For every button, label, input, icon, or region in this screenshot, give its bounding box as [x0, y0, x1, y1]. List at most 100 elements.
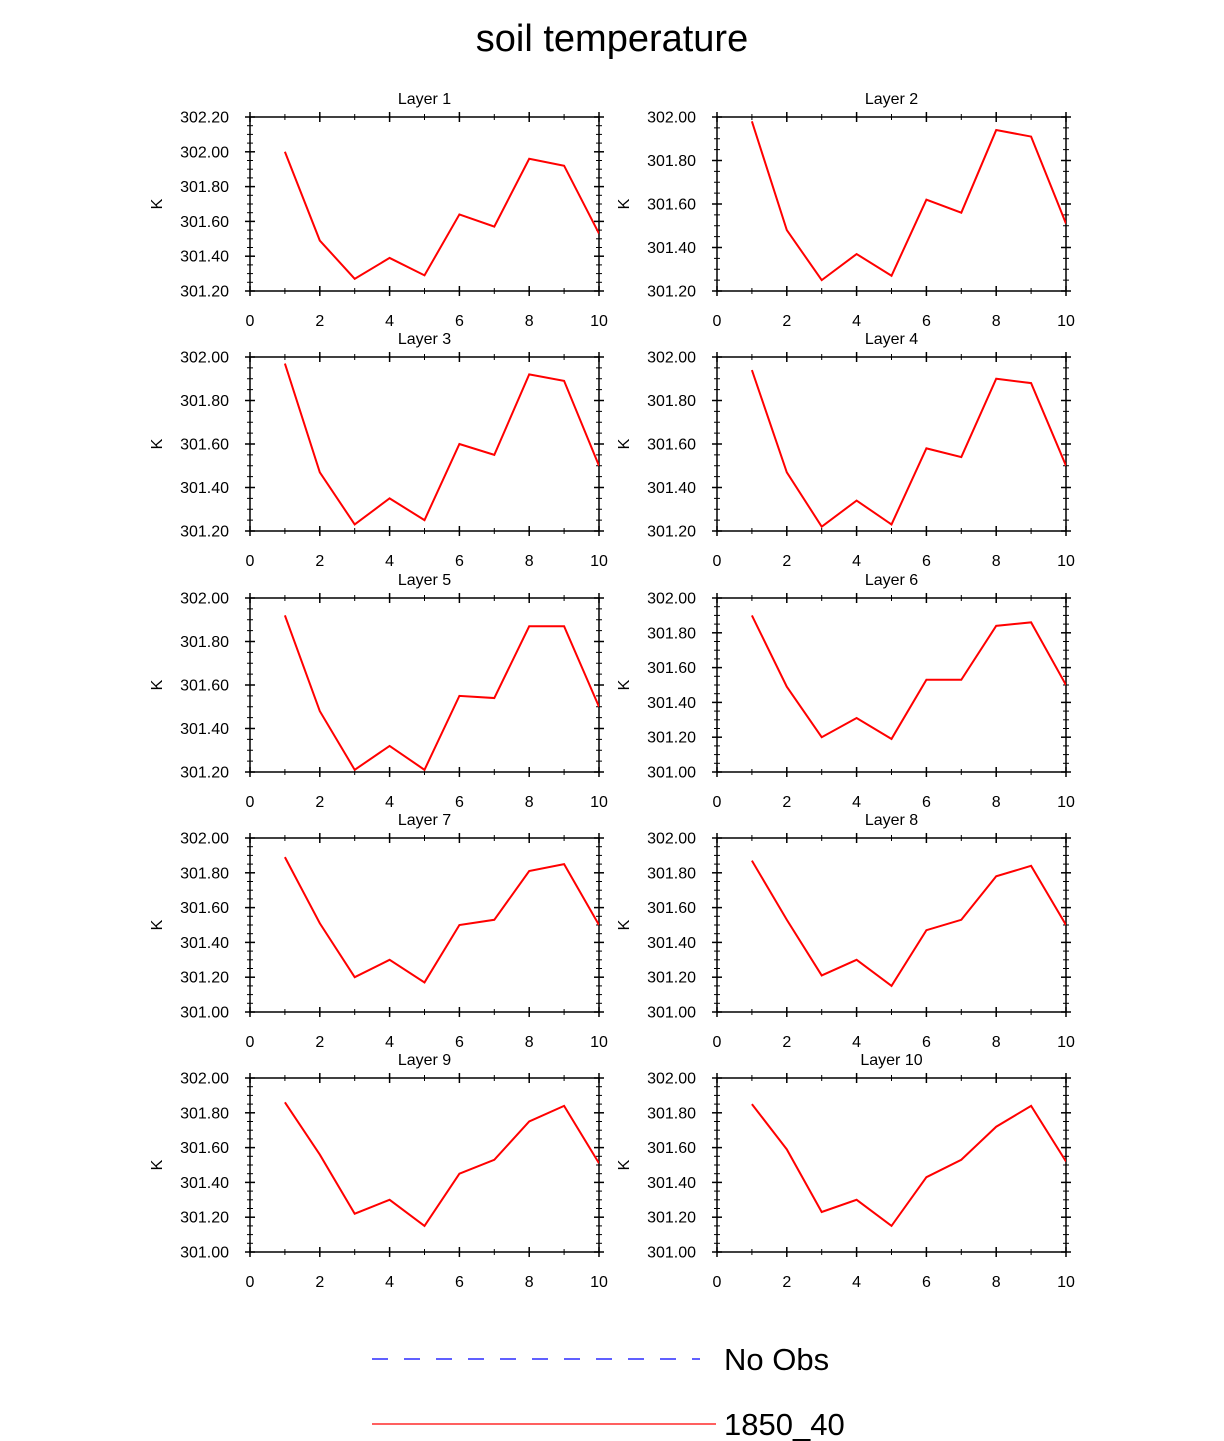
layer-1-y-tick-label: 302.20: [180, 110, 229, 127]
layer-1-series-line: [283, 151, 599, 281]
layer-7-y-axis-label: K: [149, 919, 166, 930]
layer-4-x-tick-label: 2: [782, 553, 791, 570]
layer-7-y-tick-label: 301.00: [180, 1005, 229, 1022]
layer-10-x-tick-label: 2: [782, 1274, 791, 1291]
layer-9-y-tick-label: 301.00: [180, 1245, 229, 1262]
layer-4-y-tick-label: 301.80: [647, 393, 696, 410]
layer-9-x-tick-label: 6: [455, 1274, 464, 1291]
layer-5-plot-frame: [249, 597, 600, 773]
layer-10-y-tick-label: 301.40: [647, 1175, 696, 1192]
layer-4-y-tick-label: 302.00: [647, 350, 696, 367]
layer-10-series-line: [751, 1103, 1066, 1228]
layer-10-y-tick-label: 301.00: [647, 1245, 696, 1262]
layer-1-y-tick-label: 301.40: [180, 249, 229, 266]
layer-5-series-line: [283, 615, 599, 772]
layer-9-series-line: [284, 1101, 599, 1228]
layer-5-x-tick-label: 2: [315, 794, 324, 811]
layer-6-x-tick-label: 8: [992, 794, 1001, 811]
layer-2-x-tick-label: 0: [713, 313, 722, 330]
layer-1-x-tick-label: 4: [385, 313, 394, 330]
layer-6-x-tick-label: 10: [1057, 794, 1075, 811]
layer-5-y-axis-label: K: [149, 679, 166, 690]
layer-2-x-tick-label: 8: [992, 313, 1001, 330]
layer-6-x-tick-label: 6: [922, 794, 931, 811]
layer-8-y-tick-label: 301.40: [647, 935, 696, 952]
layer-3-y-tick-label: 301.80: [180, 393, 229, 410]
layer-3-x-tick-label: 4: [385, 553, 394, 570]
layer-8-x-tick-label: 2: [782, 1034, 791, 1051]
layer-3-x-tick-label: 2: [315, 553, 324, 570]
layer-6-y-tick-label: 301.80: [647, 625, 696, 642]
layer-6-y-tick-label: 301.00: [647, 765, 696, 782]
layer-9-x-tick-label: 0: [246, 1274, 255, 1291]
layer-10-y-axis-label: K: [616, 1159, 633, 1170]
layer-7-y-tick-label: 301.40: [180, 935, 229, 952]
layer-2-x-tick-label: 6: [922, 313, 931, 330]
layer-4-y-tick-label: 301.60: [647, 437, 696, 454]
layer-8-y-tick-label: 301.60: [647, 900, 696, 917]
layer-2-y-tick-label: 302.00: [647, 110, 696, 127]
layer-9-y-tick-label: 302.00: [180, 1071, 229, 1088]
layer-9-y-tick-label: 301.40: [180, 1175, 229, 1192]
layer-3-y-tick-label: 302.00: [180, 350, 229, 367]
layer-3-x-tick-label: 6: [455, 553, 464, 570]
layer-2-x-tick-label: 10: [1057, 313, 1075, 330]
layer-6-x-tick-label: 4: [852, 794, 861, 811]
layer-8-y-tick-label: 301.00: [647, 1005, 696, 1022]
layer-3-series-line: [283, 363, 599, 526]
layer-2-y-axis-label: K: [616, 198, 633, 209]
layer-3-x-tick-label: 8: [525, 553, 534, 570]
layer-2-y-tick-label: 301.60: [647, 197, 696, 214]
layer-9-panel-title: Layer 9: [398, 1052, 451, 1069]
layer-3-y-tick-label: 301.60: [180, 437, 229, 454]
layer-4-plot-frame: [716, 356, 1067, 532]
layer-9-y-tick-label: 301.20: [180, 1210, 229, 1227]
layer-3-y-tick-label: 301.20: [180, 524, 229, 541]
layer-1-x-tick-label: 10: [590, 313, 608, 330]
layer-4-y-tick-label: 301.20: [647, 524, 696, 541]
layer-3-x-tick-label: 10: [590, 553, 608, 570]
layer-10-y-tick-label: 302.00: [647, 1071, 696, 1088]
layer-7-panel-title: Layer 7: [398, 812, 451, 829]
legend-no-obs-label: No Obs: [724, 1342, 829, 1377]
layer-4-y-axis-label: K: [616, 438, 633, 449]
layer-10-panel-title: Layer 10: [860, 1052, 922, 1069]
layer-2-y-tick-label: 301.20: [647, 284, 696, 301]
layer-8-x-tick-label: 8: [992, 1034, 1001, 1051]
layer-3-y-tick-label: 301.40: [180, 480, 229, 497]
layer-5-x-tick-label: 8: [525, 794, 534, 811]
layer-5-y-tick-label: 302.00: [180, 591, 229, 608]
layer-1-y-tick-label: 301.20: [180, 284, 229, 301]
layer-8-y-tick-label: 301.80: [647, 865, 696, 882]
layer-4-series-line: [750, 369, 1066, 529]
layer-7-x-tick-label: 4: [385, 1034, 394, 1051]
layer-4-x-tick-label: 10: [1057, 553, 1075, 570]
layer-2-series-line: [750, 121, 1066, 282]
layer-5-y-tick-label: 301.80: [180, 634, 229, 651]
layer-10-x-tick-label: 10: [1057, 1274, 1075, 1291]
layer-10-y-tick-label: 301.20: [647, 1210, 696, 1227]
layer-4-y-tick-label: 301.40: [647, 480, 696, 497]
layer-7-y-tick-label: 301.60: [180, 900, 229, 917]
layer-7-plot-frame: [249, 837, 600, 1013]
layer-4-x-tick-label: 4: [852, 553, 861, 570]
layer-9-x-tick-label: 10: [590, 1274, 608, 1291]
layer-1-y-tick-label: 301.60: [180, 214, 229, 231]
layer-7-y-tick-label: 301.80: [180, 865, 229, 882]
layer-3-y-axis-label: K: [149, 438, 166, 449]
layer-6-y-axis-label: K: [616, 679, 633, 690]
layer-5-y-tick-label: 301.20: [180, 765, 229, 782]
layer-7-y-tick-label: 301.20: [180, 970, 229, 987]
layer-8-series-line: [751, 860, 1066, 988]
layer-6-x-tick-label: 2: [782, 794, 791, 811]
layer-1-plot-frame: [249, 116, 600, 292]
legend-1850-40-label: 1850_40: [724, 1407, 845, 1441]
layer-6-y-tick-label: 301.40: [647, 695, 696, 712]
layer-1-y-tick-label: 301.80: [180, 179, 229, 196]
layer-5-y-tick-label: 301.40: [180, 721, 229, 738]
layer-10-y-tick-label: 301.60: [647, 1140, 696, 1157]
layer-8-x-tick-label: 10: [1057, 1034, 1075, 1051]
layer-2-x-tick-label: 2: [782, 313, 791, 330]
layer-5-x-tick-label: 10: [590, 794, 608, 811]
